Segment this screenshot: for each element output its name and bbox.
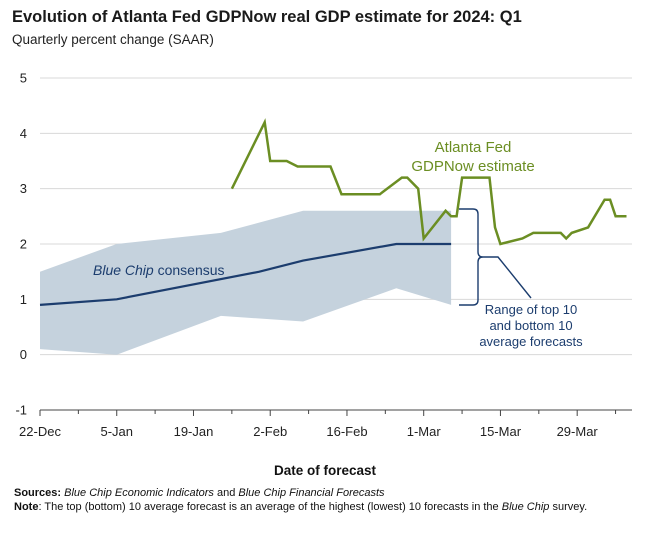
note-label: Note <box>14 500 39 513</box>
x-tick-label: 5-Jan <box>100 424 133 439</box>
chart-notes: Sources: Blue Chip Economic Indicators a… <box>14 487 634 514</box>
x-tick-label: 29-Mar <box>557 424 599 439</box>
note-line: Note: The top (bottom) 10 average foreca… <box>14 501 634 515</box>
x-tick-label: 2-Feb <box>253 424 287 439</box>
x-tick-label: 19-Jan <box>174 424 214 439</box>
bluechip-label-italic: Blue Chip <box>93 262 154 278</box>
x-axis-label: Date of forecast <box>273 463 377 478</box>
range-leader-line <box>483 256 532 299</box>
gdpnow-label-line2: GDPNow estimate <box>411 158 534 175</box>
forecast-range-band <box>40 210 452 355</box>
range-label-line1: Range of top 10 <box>485 302 578 317</box>
range-bracket <box>459 208 484 306</box>
x-tick-label: 1-Mar <box>407 424 442 439</box>
note-text: : The top (bottom) 10 average forecast i… <box>38 500 502 513</box>
chart-title: Evolution of Atlanta Fed GDPNow real GDP… <box>12 8 522 26</box>
x-tick-label: 22-Dec <box>19 424 61 439</box>
y-tick-label: 5 <box>20 71 27 86</box>
gdpnow-series-line <box>230 118 627 246</box>
bluechip-label-rest: consensus <box>154 262 225 278</box>
bluechip-label: Blue Chip consensus <box>93 262 225 278</box>
y-tick-label: -1 <box>15 403 27 418</box>
y-tick-label: 3 <box>20 181 27 196</box>
sources-line: Sources: Blue Chip Economic Indicators a… <box>14 487 634 501</box>
x-tick-label: 16-Feb <box>326 424 367 439</box>
y-tick-label: 0 <box>20 347 27 362</box>
note-end: survey. <box>549 500 588 513</box>
y-tick-label: 2 <box>20 237 27 252</box>
source-1: Blue Chip Economic Indicators <box>64 487 214 499</box>
range-label-line3: average forecasts <box>479 334 583 349</box>
chart-subtitle: Quarterly percent change (SAAR) <box>12 32 214 47</box>
gdpnow-label-line1: Atlanta Fed <box>435 139 512 156</box>
gdp-chart: 5 4 3 2 1 0 -1 22-Dec 5-Jan 19-Jan 2-Feb 16-Feb 1-Ma… <box>15 71 632 439</box>
bluechip-series-line <box>39 242 452 306</box>
source-2: Blue Chip Financial Forecasts <box>238 487 385 499</box>
range-label-line2: and bottom 10 <box>489 318 572 333</box>
note-italic: Blue Chip <box>501 500 550 513</box>
x-tick-label: 15-Mar <box>480 424 522 439</box>
sources-label: Sources: <box>14 487 62 499</box>
y-tick-label: 1 <box>20 292 27 307</box>
y-tick-label: 4 <box>20 126 27 141</box>
sources-and: and <box>213 487 239 499</box>
